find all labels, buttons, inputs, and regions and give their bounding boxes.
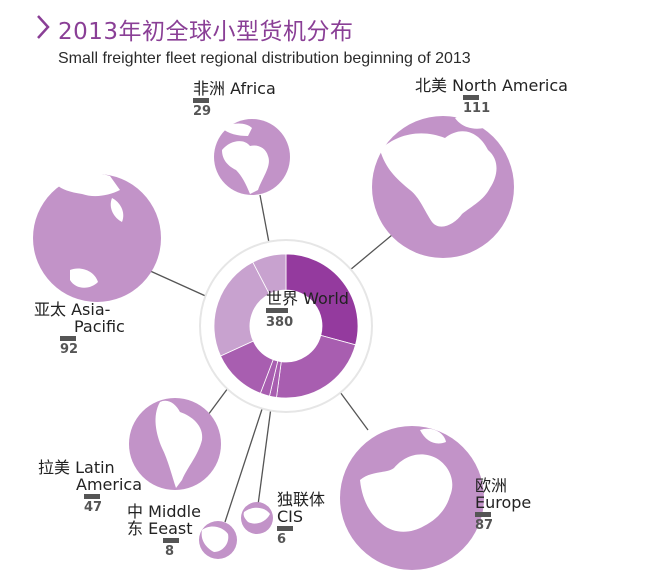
asia-pacific-label-en: Asia- [71, 300, 111, 319]
asia-pacific-label-en-2: Pacific [74, 317, 125, 336]
world-label-en: World [303, 289, 349, 308]
connector-cis [257, 399, 273, 506]
map-africa [222, 141, 269, 194]
world-label-zh: 世界 [266, 289, 299, 308]
header: 2013年初全球小型货机分布 Small freighter fleet reg… [36, 8, 656, 78]
asia-pacific-value-bar [60, 336, 76, 341]
region-asia-pacific: 亚太 Asia- Pacific 92 [34, 301, 125, 357]
africa-value-bar [193, 98, 209, 103]
chart-subtitle: Small freighter fleet regional distribut… [58, 50, 471, 67]
globe-middle-east [199, 521, 237, 559]
asia-pacific-label-zh: 亚太 [34, 300, 67, 319]
globe-latin-america [129, 398, 221, 490]
map-north-america [380, 131, 497, 227]
chart-title: 2013年初全球小型货机分布 [58, 19, 354, 45]
europe-value-bar [475, 512, 491, 517]
world-value-bar [266, 308, 288, 313]
world-value: 380 [266, 315, 294, 330]
europe-label-en: Europe [475, 493, 532, 512]
north-america-label-zh: 北美 [415, 76, 448, 95]
region-cis: 独联体 CIS 6 [277, 491, 325, 547]
globe-europe [340, 426, 484, 570]
region-africa: 非洲 Africa 29 [193, 80, 276, 119]
latin-america-label-zh: 拉美 [38, 458, 71, 477]
latin-america-value-bar [84, 494, 100, 499]
middle-east-label-en-2: Eeast [148, 519, 193, 538]
north-america-value-bar [463, 95, 479, 100]
africa-label-en: Africa [230, 79, 276, 98]
north-america-label-en: North America [452, 76, 568, 95]
globe-africa [214, 119, 290, 195]
europe-label-zh: 欧洲 [475, 476, 508, 495]
map-latin-america [155, 400, 203, 488]
latin-america-label-en: Latin [75, 458, 115, 477]
cis-label-en: CIS [277, 507, 304, 526]
map-middle-east [201, 526, 229, 552]
chevron-right-icon [37, 15, 50, 39]
map-europe [360, 454, 453, 532]
connector-lines [147, 194, 393, 523]
north-america-value: 111 [463, 101, 491, 116]
cis-value: 6 [277, 532, 287, 547]
globe-north-america [372, 115, 514, 258]
map-cis [243, 507, 270, 524]
world-label: 世界 World 380 [266, 290, 349, 331]
connector-africa [259, 194, 271, 249]
middle-east-value: 8 [165, 544, 175, 559]
cis-label-zh: 独联体 [277, 490, 326, 509]
europe-value: 87 [475, 518, 494, 533]
region-north-america: 北美 North America 111 [415, 77, 568, 116]
world-donut [213, 253, 359, 399]
connector-europe [339, 391, 369, 431]
region-latin-america: 拉美 Latin America 47 [38, 459, 142, 515]
middle-east-label-zh-2: 东 [127, 519, 144, 538]
africa-label-zh: 非洲 [193, 79, 226, 98]
middle-east-label-en: Middle [148, 502, 201, 521]
latin-america-label-en-2: America [76, 475, 142, 494]
globe-asia-pacific [33, 172, 161, 302]
connector-middle-east [224, 399, 266, 523]
region-europe: 欧洲 Europe 87 [475, 477, 531, 533]
region-middle-east: 中 Middle 东 Eeast 8 [127, 503, 201, 559]
asia-pacific-value: 92 [60, 342, 79, 357]
connector-asia-pacific [147, 269, 211, 299]
middle-east-value-bar [163, 538, 179, 543]
africa-value: 29 [193, 104, 212, 119]
middle-east-label-zh: 中 [127, 502, 144, 521]
globe-cis [241, 502, 273, 534]
connector-north-america [349, 234, 393, 271]
connector-latin-america [207, 387, 229, 416]
latin-america-value: 47 [84, 500, 103, 515]
map-asia-pacific [56, 172, 120, 197]
cis-value-bar [277, 526, 293, 531]
